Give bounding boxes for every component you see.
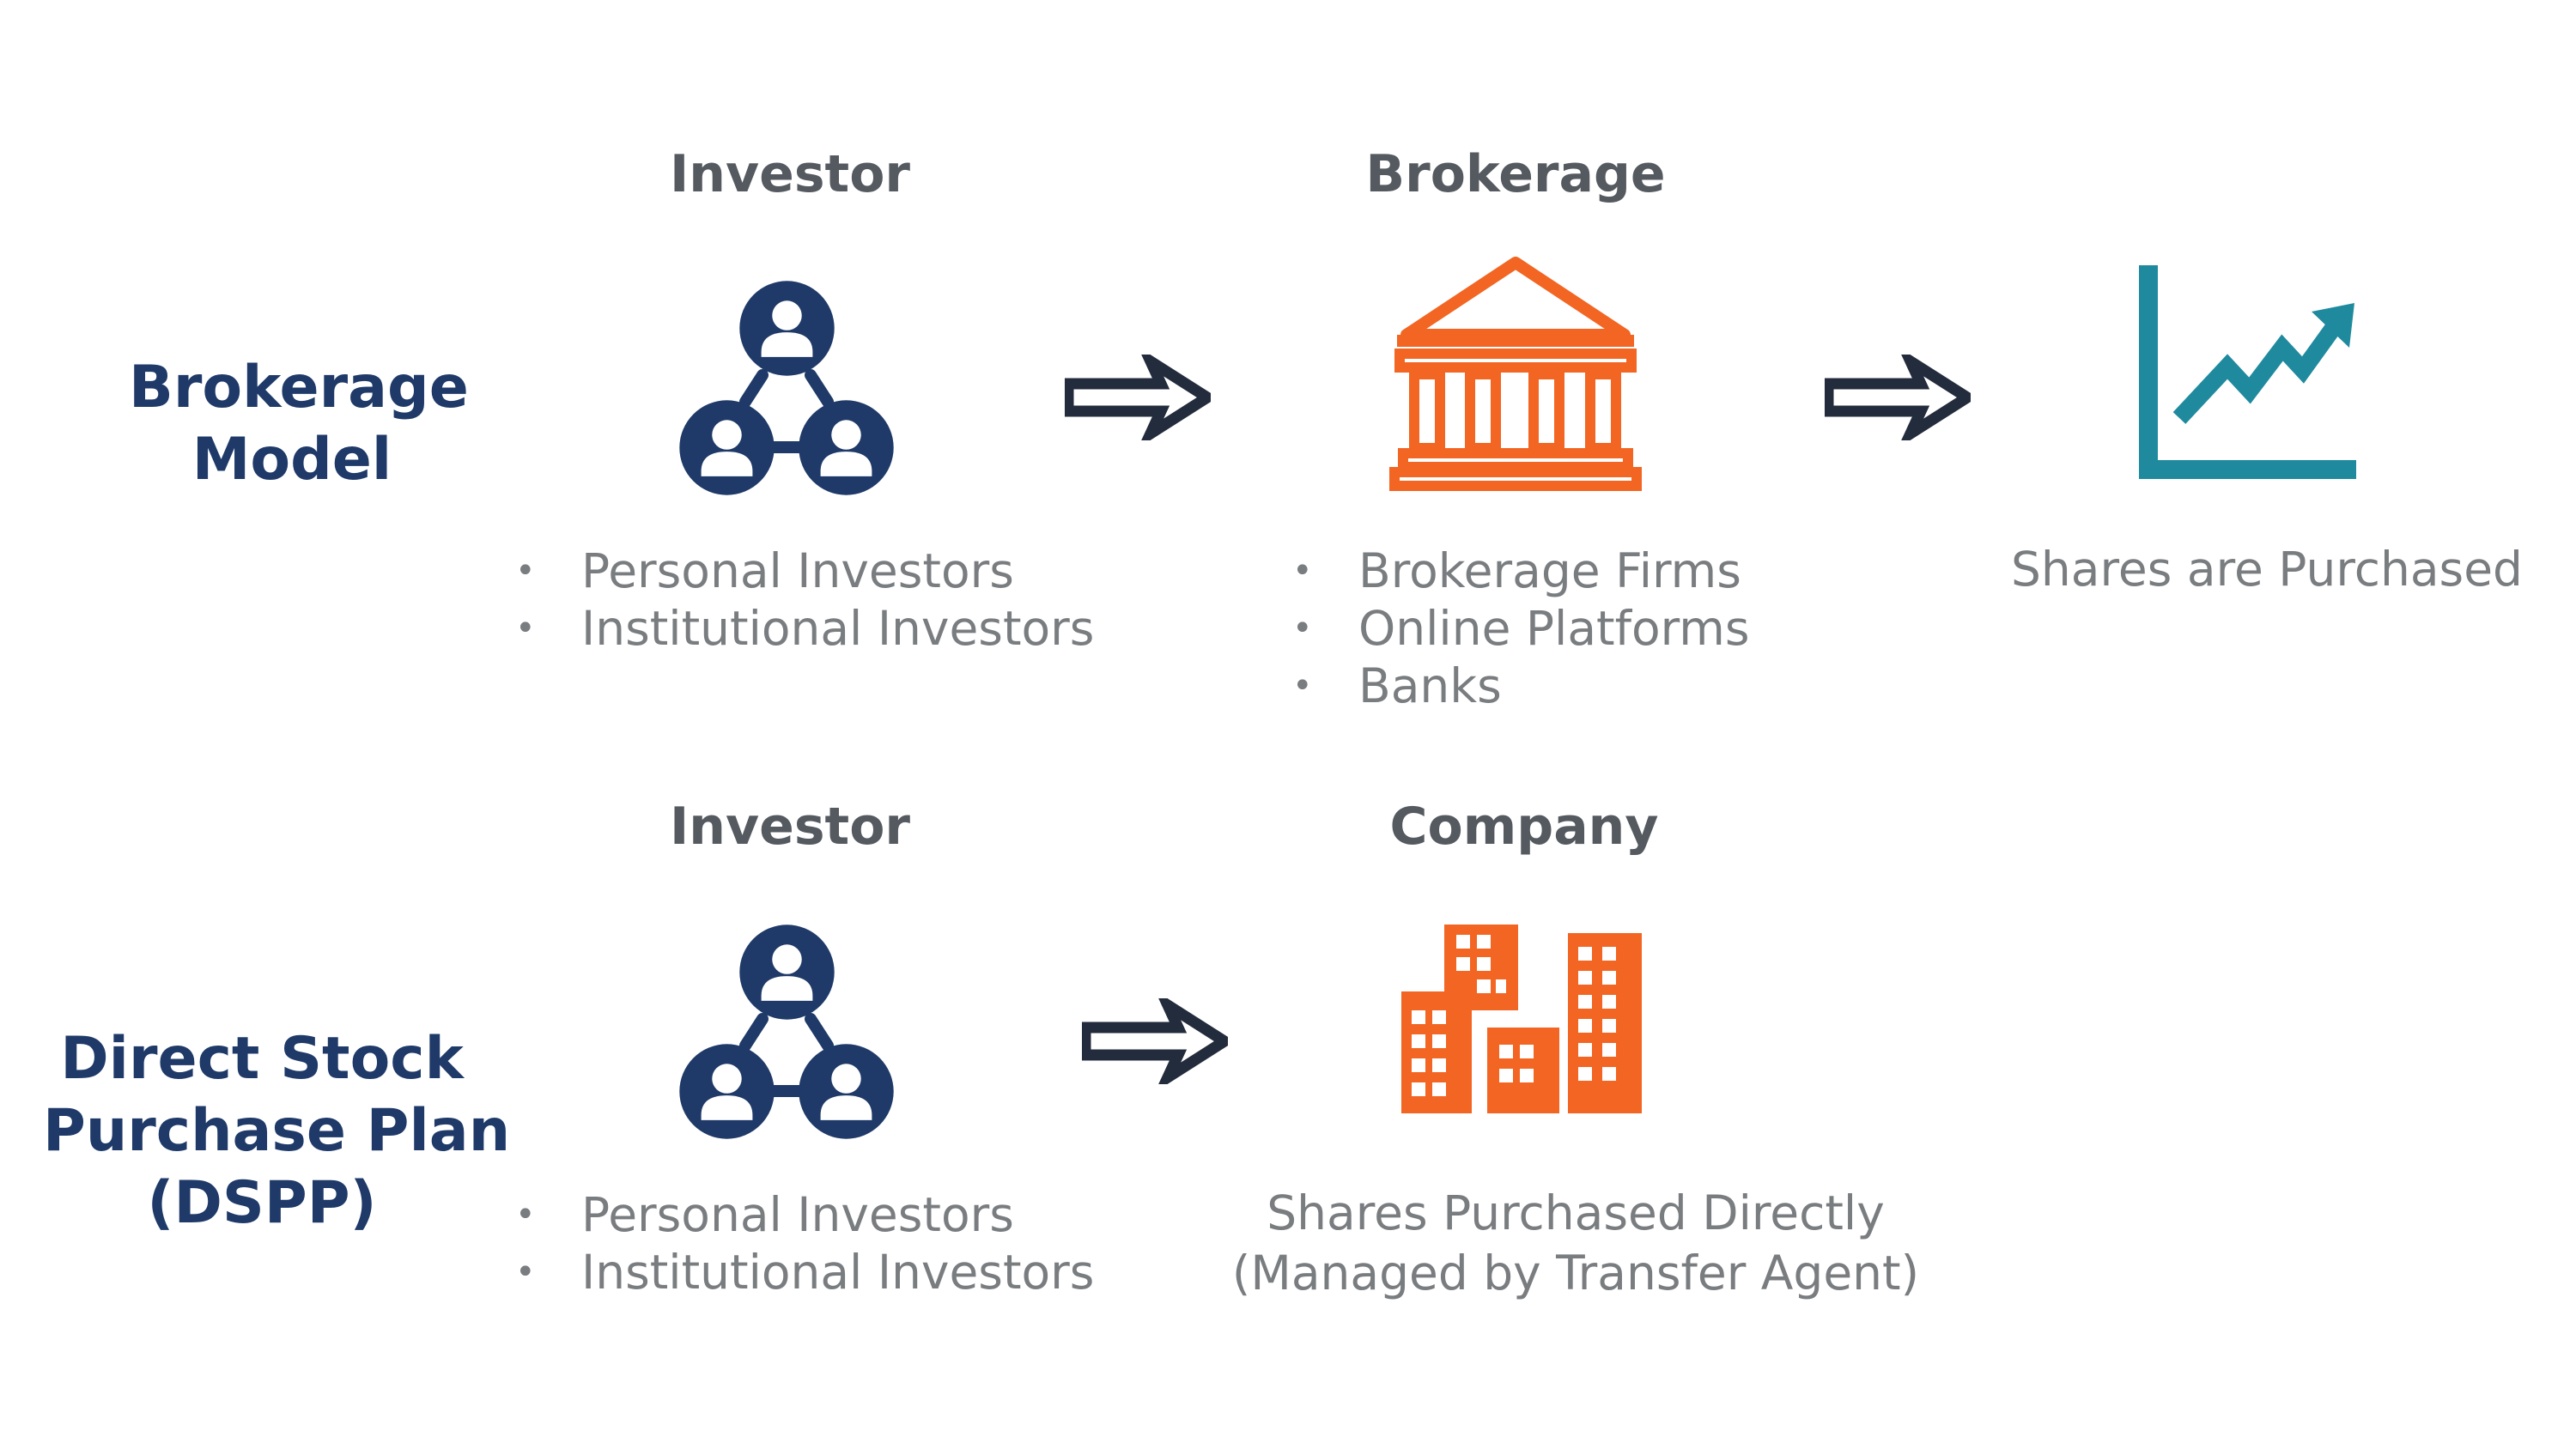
list-item: Personal Investors (515, 1186, 1094, 1244)
brokerage-model-label-line2: Model (191, 426, 392, 494)
company-title: Company (1389, 797, 1659, 857)
list-item: Personal Investors (515, 543, 1094, 600)
investor-type-list: Personal Investors Institutional Investo… (515, 543, 1094, 658)
brokerage-type-list: Brokerage Firms Online Platforms Banks (1292, 543, 1750, 715)
dspp-label-line2: Purchase Plan (43, 1097, 511, 1165)
company-purchase-text-line2: (Managed by Transfer Agent) (1231, 1246, 1920, 1300)
investor-network-icon (675, 276, 898, 500)
buildings-icon (1401, 925, 1642, 1113)
bank-icon (1389, 254, 1642, 491)
dspp-label-line1: Direct Stock (60, 1025, 464, 1093)
brokerage-model-label-line1: Brokerage (129, 354, 469, 421)
company-purchase-text-line1: Shares Purchased Directly (1267, 1185, 1885, 1240)
list-item: Online Platforms (1292, 600, 1750, 658)
company-purchase-text: Shares Purchased Directly (Managed by Tr… (1189, 1183, 1962, 1303)
dspp-label: Direct Stock Purchase Plan (DSPP) (43, 1023, 511, 1240)
brokerage-title: Brokerage (1365, 144, 1666, 204)
dspp-label-line3: (DSPP) (147, 1169, 377, 1237)
investor-title: Investor (669, 144, 911, 204)
growth-chart-icon (2138, 262, 2361, 481)
list-item: Institutional Investors (515, 600, 1094, 658)
shares-purchased-text: Shares are Purchased (2011, 542, 2523, 597)
flow-arrow-icon (1065, 355, 1211, 440)
flow-arrow-icon (1082, 998, 1228, 1084)
brokerage-model-label: Brokerage Model (129, 352, 469, 496)
investor-network-icon (675, 920, 898, 1143)
list-item: Brokerage Firms (1292, 543, 1750, 600)
list-item: Banks (1292, 658, 1750, 715)
list-item: Institutional Investors (515, 1244, 1094, 1301)
investor-type-list: Personal Investors Institutional Investo… (515, 1186, 1094, 1301)
flow-arrow-icon (1825, 355, 1971, 440)
investor-title: Investor (669, 797, 911, 857)
